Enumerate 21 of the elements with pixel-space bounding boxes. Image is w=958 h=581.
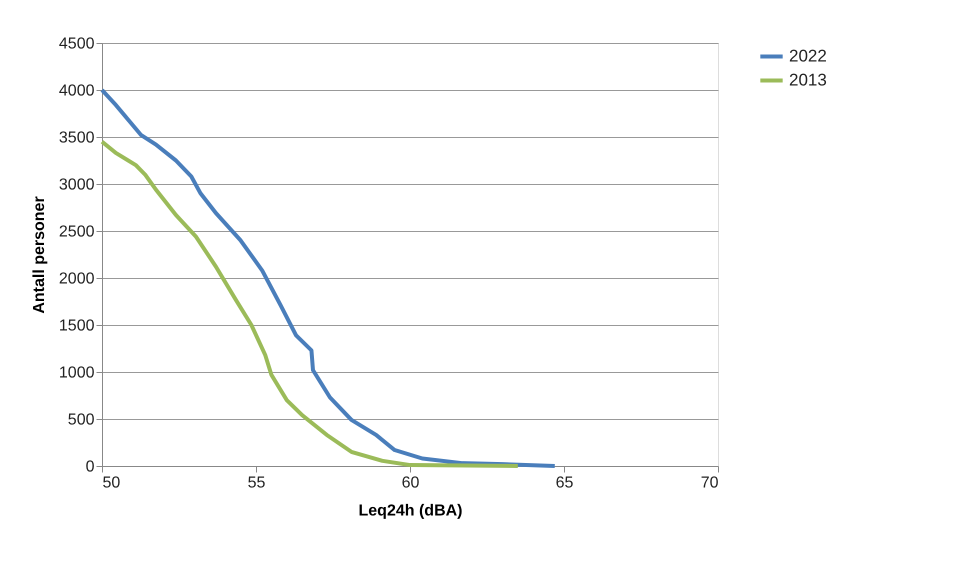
y-tick-label: 1500 (58, 318, 95, 334)
x-tick-label: 70 (700, 474, 719, 492)
y-tick-label: 3500 (58, 130, 95, 146)
x-axis-title: Leq24h (dBA) (358, 502, 462, 520)
x-tick-label: 60 (402, 474, 420, 492)
line-series (100, 140, 520, 468)
line-series (100, 88, 557, 468)
x-tick-label: 50 (102, 474, 120, 492)
legend-label: 2013 (789, 70, 827, 90)
x-tick-label: 55 (248, 474, 266, 492)
legend-label: 2022 (789, 46, 827, 66)
y-tick-label: 2500 (58, 224, 95, 240)
y-axis-title: Antall personer (30, 196, 48, 314)
y-tick-label: 4000 (58, 82, 95, 100)
y-tick-label: 0 (86, 458, 95, 476)
x-tick-label: 65 (556, 474, 574, 492)
y-tick-label: 4500 (58, 36, 95, 52)
y-tick-label: 1000 (58, 364, 95, 382)
y-tick-label: 2000 (58, 270, 95, 288)
y-tick-label: 500 (68, 412, 95, 428)
y-tick-label: 3000 (58, 176, 95, 194)
